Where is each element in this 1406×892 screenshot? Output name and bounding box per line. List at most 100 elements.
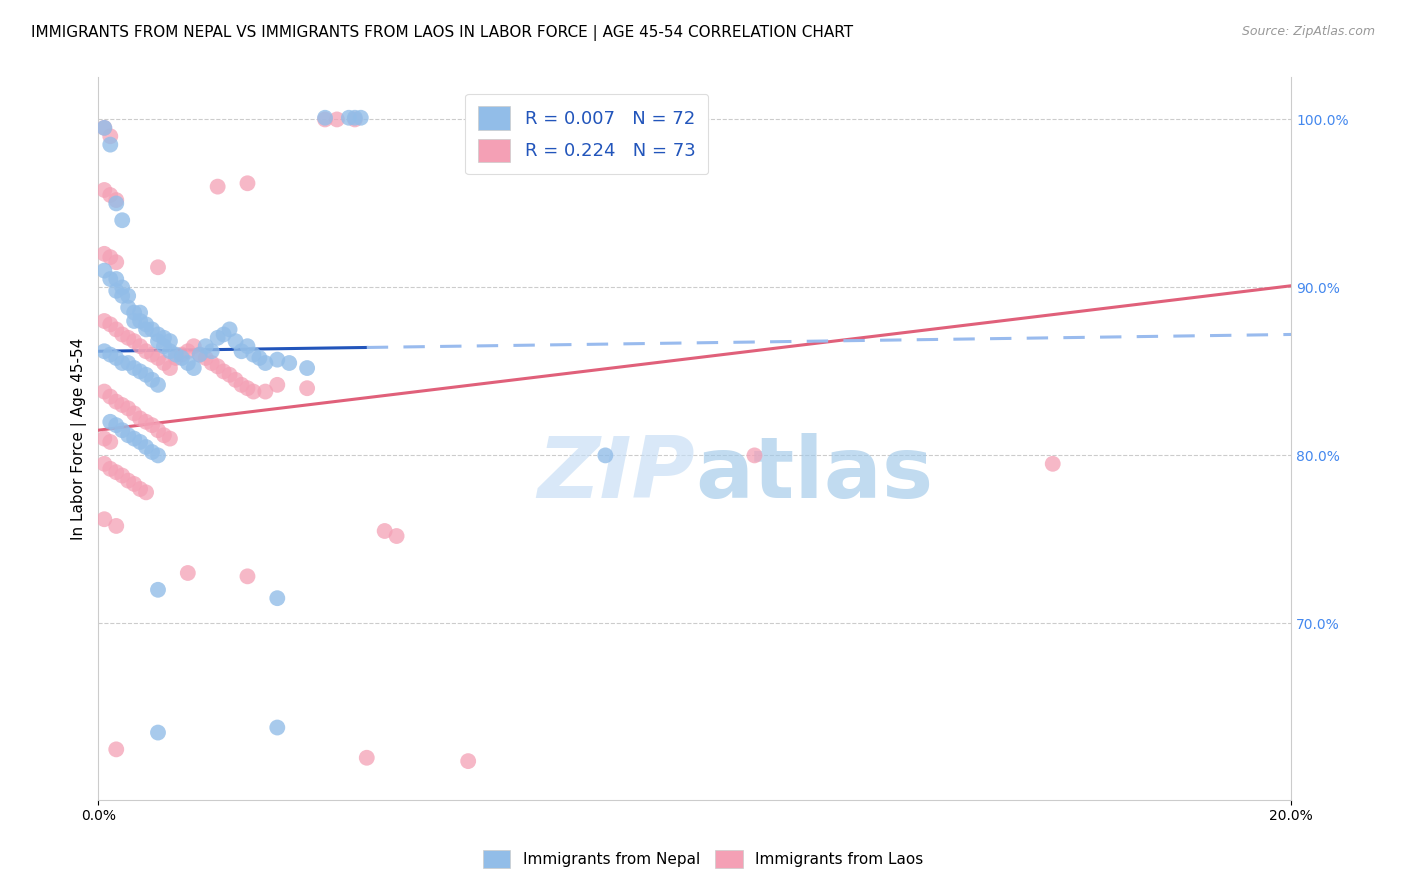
Point (122, 406, 145, 420)
Point (93, 384, 115, 399)
Point (117, 356, 139, 370)
Point (207, 179, 229, 194)
Point (266, 352, 288, 367)
Point (218, 368, 240, 382)
Point (135, 440, 157, 454)
Point (194, 351, 217, 365)
Point (105, 284, 128, 298)
Point (159, 334, 181, 348)
Point (1042, 457, 1064, 471)
Point (254, 356, 277, 370)
Point (242, 348, 264, 362)
Legend: Immigrants from Nepal, Immigrants from Laos: Immigrants from Nepal, Immigrants from L… (477, 844, 929, 873)
Point (98, 137, 121, 152)
Point (177, 566, 200, 580)
Point (111, 398, 134, 412)
Point (117, 289, 139, 303)
Point (343, 111, 366, 125)
Point (93, 512, 115, 526)
Point (117, 401, 139, 416)
Point (146, 334, 169, 348)
Point (212, 364, 235, 378)
Point (207, 359, 229, 374)
Point (183, 361, 205, 376)
Point (135, 344, 157, 359)
Point (105, 519, 128, 533)
Point (129, 364, 152, 378)
Point (122, 477, 145, 491)
Point (141, 418, 163, 433)
Point (111, 468, 134, 483)
Point (314, 112, 336, 127)
Point (326, 112, 349, 127)
Point (146, 449, 169, 463)
Point (595, 449, 617, 463)
Point (117, 474, 139, 488)
Point (93, 263, 115, 277)
Point (135, 368, 157, 382)
Point (98, 462, 121, 476)
Point (266, 721, 288, 735)
Point (159, 361, 181, 376)
Point (105, 465, 128, 479)
Point (129, 305, 152, 319)
Point (385, 529, 408, 543)
Point (153, 356, 176, 370)
Point (98, 390, 121, 404)
Point (98, 129, 121, 144)
Point (98, 415, 121, 429)
Point (236, 176, 259, 190)
Point (146, 260, 169, 275)
Point (141, 322, 163, 336)
Point (278, 356, 301, 370)
Point (93, 457, 115, 471)
Text: Source: ZipAtlas.com: Source: ZipAtlas.com (1241, 25, 1375, 38)
Point (207, 331, 229, 345)
Point (350, 111, 373, 125)
Point (129, 434, 152, 449)
Point (135, 322, 157, 336)
Point (337, 111, 360, 125)
Point (93, 314, 115, 328)
Point (146, 377, 169, 392)
Point (153, 339, 176, 353)
Point (111, 356, 134, 370)
Point (194, 339, 217, 353)
Point (201, 356, 224, 370)
Point (111, 213, 134, 227)
Point (146, 582, 169, 597)
Point (177, 344, 200, 359)
Point (242, 384, 264, 399)
Point (93, 183, 115, 197)
Point (129, 339, 152, 353)
Point (295, 361, 318, 376)
Text: ZIP: ZIP (537, 434, 695, 516)
Point (236, 381, 259, 395)
Point (165, 348, 187, 362)
Point (141, 348, 163, 362)
Point (165, 351, 187, 365)
Point (122, 432, 145, 446)
Point (105, 193, 128, 207)
Point (146, 327, 169, 342)
Point (225, 373, 247, 387)
Point (146, 351, 169, 365)
Point (111, 280, 134, 294)
Point (98, 434, 121, 449)
Point (135, 415, 157, 429)
Point (146, 423, 169, 437)
Point (295, 381, 318, 395)
Point (122, 334, 145, 348)
Point (98, 272, 121, 286)
Point (188, 348, 211, 362)
Point (153, 428, 176, 442)
Point (105, 394, 128, 409)
Point (744, 449, 766, 463)
Point (141, 373, 163, 387)
Point (105, 322, 128, 336)
Point (254, 384, 277, 399)
Point (129, 314, 152, 328)
Point (105, 272, 128, 286)
Point (231, 344, 253, 359)
Point (98, 318, 121, 332)
